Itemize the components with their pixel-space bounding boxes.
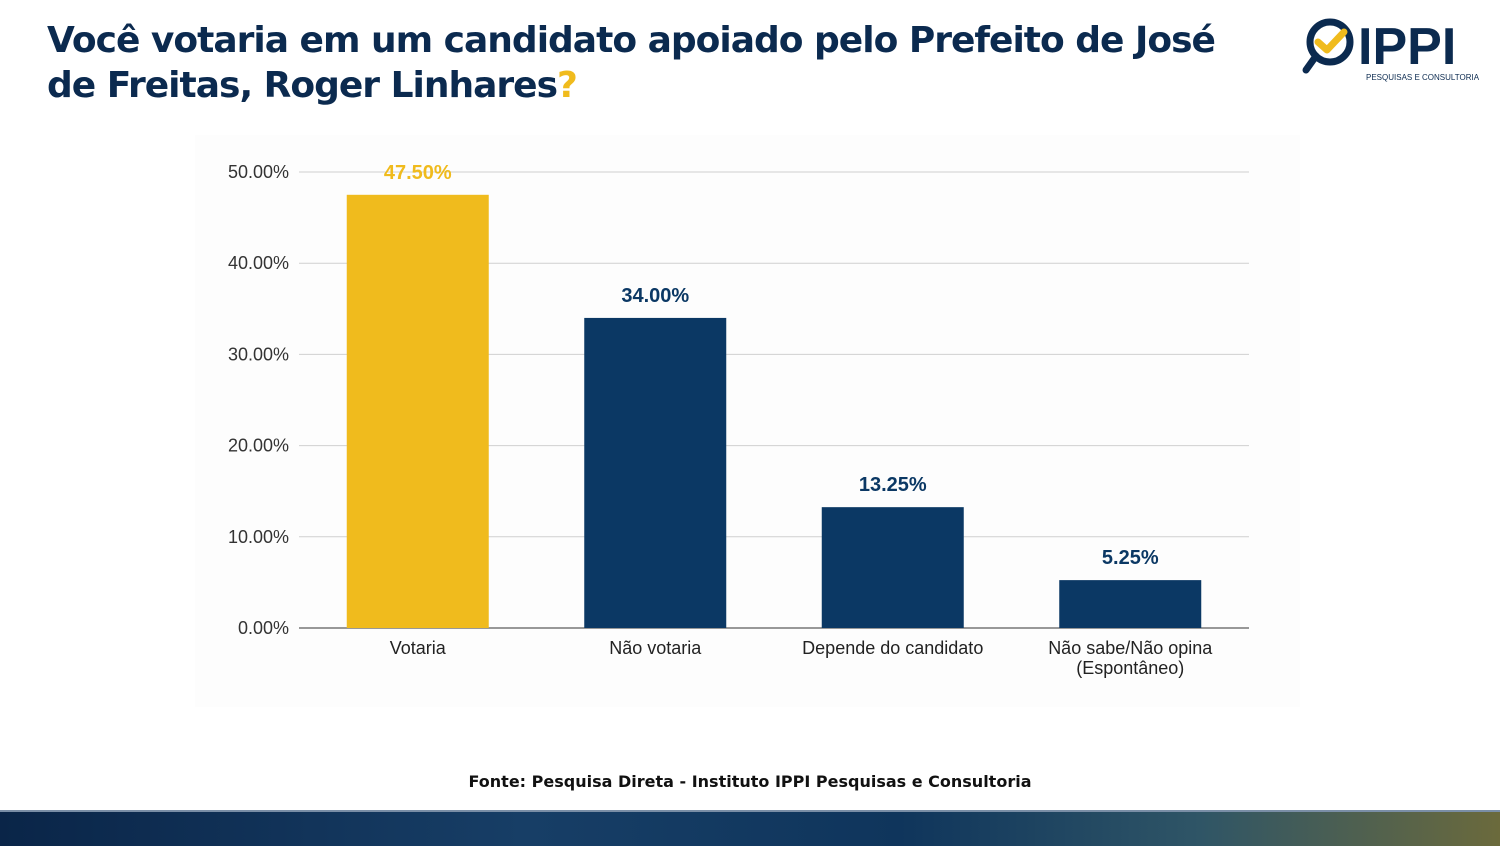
y-tick-label: 20.00% <box>228 436 289 456</box>
bar <box>346 194 489 629</box>
x-tick-label: Não votaria <box>609 638 702 658</box>
y-tick-label: 50.00% <box>228 162 289 182</box>
data-label: 34.00% <box>621 285 689 307</box>
title-question-mark: ? <box>557 65 578 106</box>
x-tick-label: Depende do candidato <box>802 638 983 658</box>
y-tick-label: 10.00% <box>228 527 289 547</box>
logo-text: IPPI <box>1358 18 1456 76</box>
footer-bar <box>0 810 1500 846</box>
y-tick-label: 30.00% <box>228 344 289 364</box>
source-note: Fonte: Pesquisa Direta - Instituto IPPI … <box>468 772 1032 791</box>
data-label: 13.25% <box>859 474 927 496</box>
y-tick-label: 40.00% <box>228 253 289 273</box>
bar <box>821 507 964 628</box>
y-tick-label: 0.00% <box>238 618 289 638</box>
title-text: Você votaria em um candidato apoiado pel… <box>47 20 1216 106</box>
x-tick-label: Votaria <box>390 638 447 658</box>
data-label: 47.50% <box>384 162 452 184</box>
bar <box>584 317 727 628</box>
x-tick-label: Não sabe/Não opina (Espontâneo) <box>1048 638 1213 678</box>
logo-tagline: PESQUISAS E CONSULTORIA <box>1366 73 1480 82</box>
page-title: Você votaria em um candidato apoiado pel… <box>47 18 1247 108</box>
data-label: 5.25% <box>1102 547 1159 569</box>
bar <box>1059 580 1202 628</box>
ippi-logo: IPPI PESQUISAS E CONSULTORIA <box>1302 18 1480 82</box>
